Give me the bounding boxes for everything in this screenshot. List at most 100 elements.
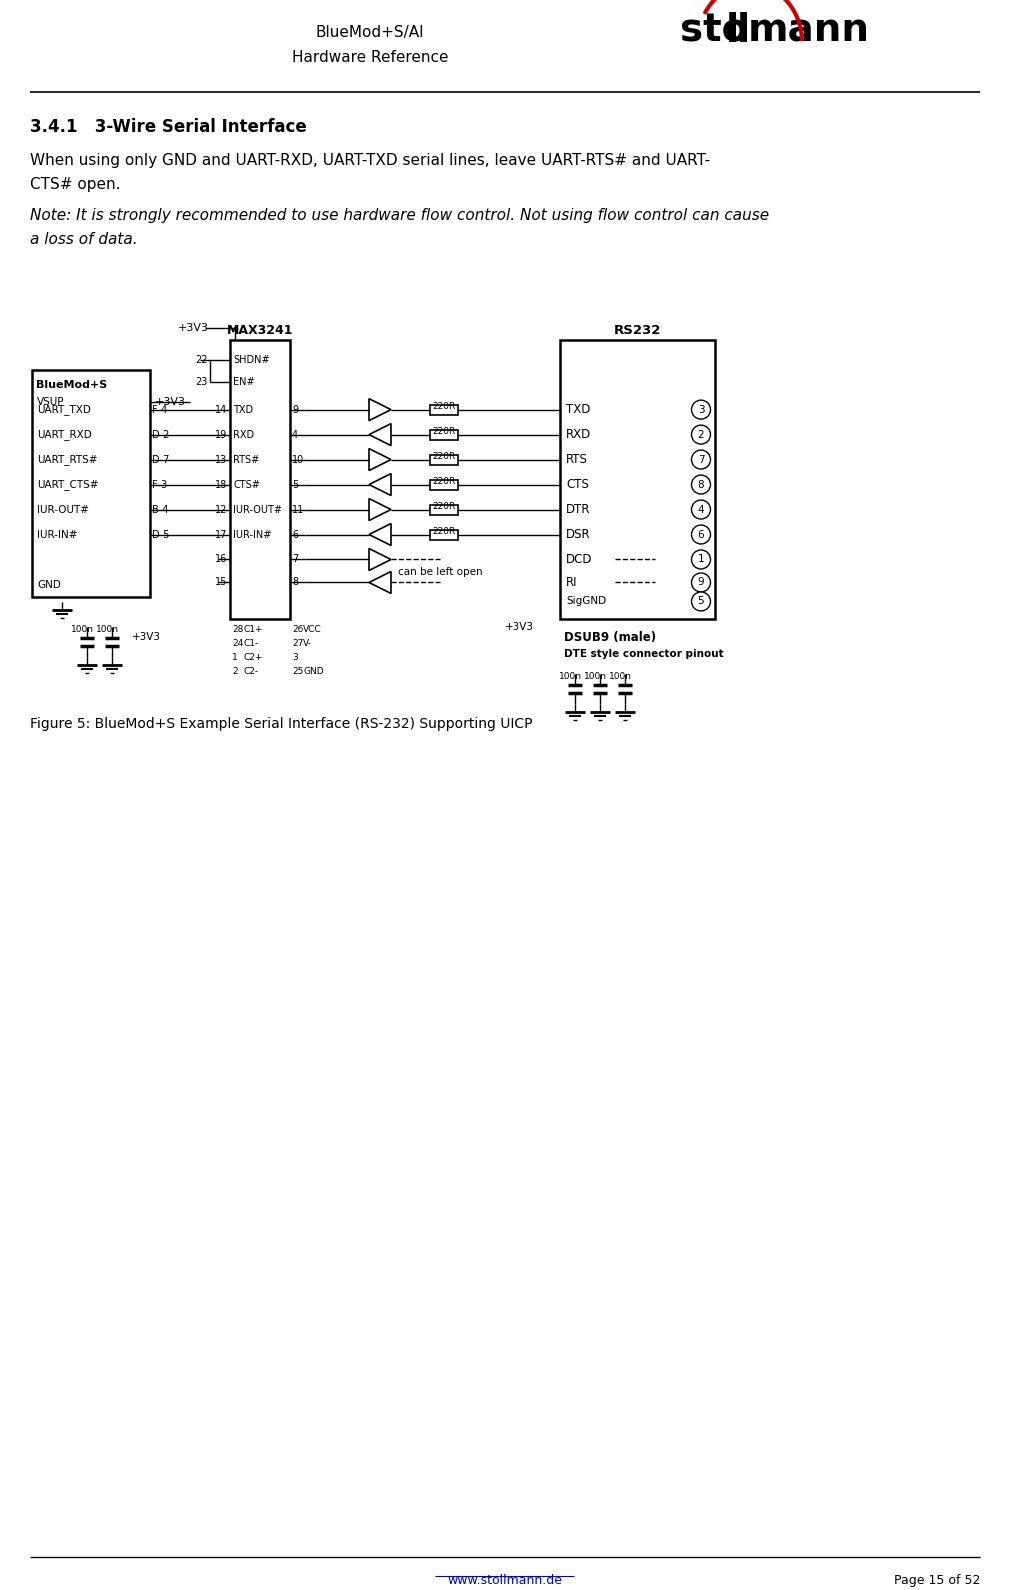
Text: +3V3: +3V3 bbox=[178, 323, 209, 332]
Text: C1+: C1+ bbox=[244, 625, 264, 634]
Text: F-4: F-4 bbox=[152, 404, 168, 415]
Text: RXD: RXD bbox=[566, 428, 591, 440]
Circle shape bbox=[692, 550, 710, 569]
Text: 14: 14 bbox=[215, 404, 227, 415]
Text: Figure 5: BlueMod+S Example Serial Interface (RS-232) Supporting UICP: Figure 5: BlueMod+S Example Serial Inter… bbox=[30, 717, 532, 731]
Text: UART_CTS#: UART_CTS# bbox=[37, 479, 99, 490]
Text: GND: GND bbox=[303, 666, 323, 676]
Bar bbox=[32, 369, 150, 598]
Text: 23: 23 bbox=[196, 377, 208, 386]
Text: 10: 10 bbox=[292, 455, 304, 464]
Text: RS232: RS232 bbox=[613, 324, 661, 337]
Text: 19: 19 bbox=[215, 429, 227, 439]
Text: l: l bbox=[726, 13, 739, 49]
Text: l: l bbox=[737, 13, 750, 49]
Bar bbox=[430, 504, 458, 515]
Text: 220R: 220R bbox=[432, 526, 456, 536]
Text: 27: 27 bbox=[292, 639, 303, 647]
Text: 1: 1 bbox=[698, 555, 704, 564]
Text: B-4: B-4 bbox=[152, 504, 169, 515]
Text: 22: 22 bbox=[196, 355, 208, 364]
Circle shape bbox=[692, 450, 710, 469]
Text: CTS# open.: CTS# open. bbox=[30, 176, 120, 192]
Text: 100n: 100n bbox=[584, 673, 607, 682]
Text: CTS: CTS bbox=[566, 479, 589, 491]
Text: 2: 2 bbox=[698, 429, 704, 439]
Text: 100n: 100n bbox=[96, 625, 119, 634]
Text: VCC: VCC bbox=[303, 625, 321, 634]
Text: 12: 12 bbox=[214, 504, 227, 515]
Text: +3V3: +3V3 bbox=[132, 633, 161, 642]
Text: EN#: EN# bbox=[233, 377, 255, 386]
Text: a loss of data.: a loss of data. bbox=[30, 232, 137, 246]
Text: DTE style connector pinout: DTE style connector pinout bbox=[564, 649, 723, 660]
Text: 4: 4 bbox=[698, 504, 704, 515]
Text: 3.4.1   3-Wire Serial Interface: 3.4.1 3-Wire Serial Interface bbox=[30, 118, 307, 135]
Text: 18: 18 bbox=[215, 480, 227, 490]
Text: 16: 16 bbox=[215, 555, 227, 564]
Text: D-2: D-2 bbox=[152, 429, 170, 439]
Text: UART_RTS#: UART_RTS# bbox=[37, 455, 98, 464]
Text: 17: 17 bbox=[214, 529, 227, 539]
Text: 100n: 100n bbox=[71, 625, 94, 634]
Text: 100n: 100n bbox=[559, 673, 582, 682]
Text: IUR-OUT#: IUR-OUT# bbox=[233, 504, 282, 515]
Text: 9: 9 bbox=[698, 577, 704, 587]
Text: C2-: C2- bbox=[244, 666, 260, 676]
Text: 26: 26 bbox=[292, 625, 303, 634]
Text: Note: It is strongly recommended to use hardware flow control. Not using flow co: Note: It is strongly recommended to use … bbox=[30, 208, 770, 223]
Text: BlueMod+S: BlueMod+S bbox=[36, 380, 107, 390]
Text: 3: 3 bbox=[698, 404, 704, 415]
Text: Page 15 of 52: Page 15 of 52 bbox=[894, 1574, 980, 1587]
Circle shape bbox=[692, 475, 710, 494]
Text: 13: 13 bbox=[215, 455, 227, 464]
Text: 220R: 220R bbox=[432, 426, 456, 436]
Text: 220R: 220R bbox=[432, 477, 456, 485]
Text: UART_RXD: UART_RXD bbox=[37, 429, 92, 440]
Text: DSUB9 (male): DSUB9 (male) bbox=[564, 631, 656, 644]
Text: 1: 1 bbox=[232, 653, 237, 661]
Text: 4: 4 bbox=[292, 429, 298, 439]
Text: +3V3: +3V3 bbox=[155, 396, 186, 407]
Text: TXD: TXD bbox=[233, 404, 254, 415]
Text: 24: 24 bbox=[232, 639, 243, 647]
Text: 8: 8 bbox=[292, 577, 298, 587]
Text: 9: 9 bbox=[292, 404, 298, 415]
Text: 5: 5 bbox=[292, 480, 298, 490]
Bar bbox=[430, 529, 458, 539]
Text: SHDN#: SHDN# bbox=[233, 355, 270, 364]
Text: 6: 6 bbox=[698, 529, 704, 539]
Text: 5: 5 bbox=[698, 596, 704, 606]
Text: C1-: C1- bbox=[244, 639, 260, 647]
Text: 11: 11 bbox=[292, 504, 304, 515]
Text: 25: 25 bbox=[292, 666, 303, 676]
Text: 220R: 220R bbox=[432, 452, 456, 461]
Text: 7: 7 bbox=[292, 555, 298, 564]
Circle shape bbox=[692, 525, 710, 544]
Text: IUR-OUT#: IUR-OUT# bbox=[37, 504, 89, 515]
Circle shape bbox=[692, 425, 710, 444]
Text: RTS#: RTS# bbox=[233, 455, 260, 464]
Text: RI: RI bbox=[566, 576, 578, 588]
Bar bbox=[230, 340, 290, 620]
Text: 7: 7 bbox=[698, 455, 704, 464]
Text: VSUP: VSUP bbox=[37, 396, 65, 407]
Text: Hardware Reference: Hardware Reference bbox=[292, 49, 448, 65]
Text: 28: 28 bbox=[232, 625, 243, 634]
Text: 15: 15 bbox=[214, 577, 227, 587]
Text: F-3: F-3 bbox=[152, 480, 168, 490]
Text: can be left open: can be left open bbox=[398, 568, 483, 577]
Circle shape bbox=[692, 499, 710, 518]
Text: IUR-IN#: IUR-IN# bbox=[37, 529, 78, 539]
Text: BlueMod+S/AI: BlueMod+S/AI bbox=[316, 25, 424, 40]
Text: RXD: RXD bbox=[233, 429, 255, 439]
Text: UART_TXD: UART_TXD bbox=[37, 404, 91, 415]
Text: www.stollmann.de: www.stollmann.de bbox=[447, 1574, 563, 1587]
Bar bbox=[430, 480, 458, 490]
Text: +3V3: +3V3 bbox=[505, 622, 534, 633]
Circle shape bbox=[692, 591, 710, 611]
Text: CTS#: CTS# bbox=[233, 480, 260, 490]
Text: 3: 3 bbox=[292, 653, 298, 661]
Text: sto: sto bbox=[680, 13, 748, 49]
Text: DSR: DSR bbox=[566, 528, 591, 541]
